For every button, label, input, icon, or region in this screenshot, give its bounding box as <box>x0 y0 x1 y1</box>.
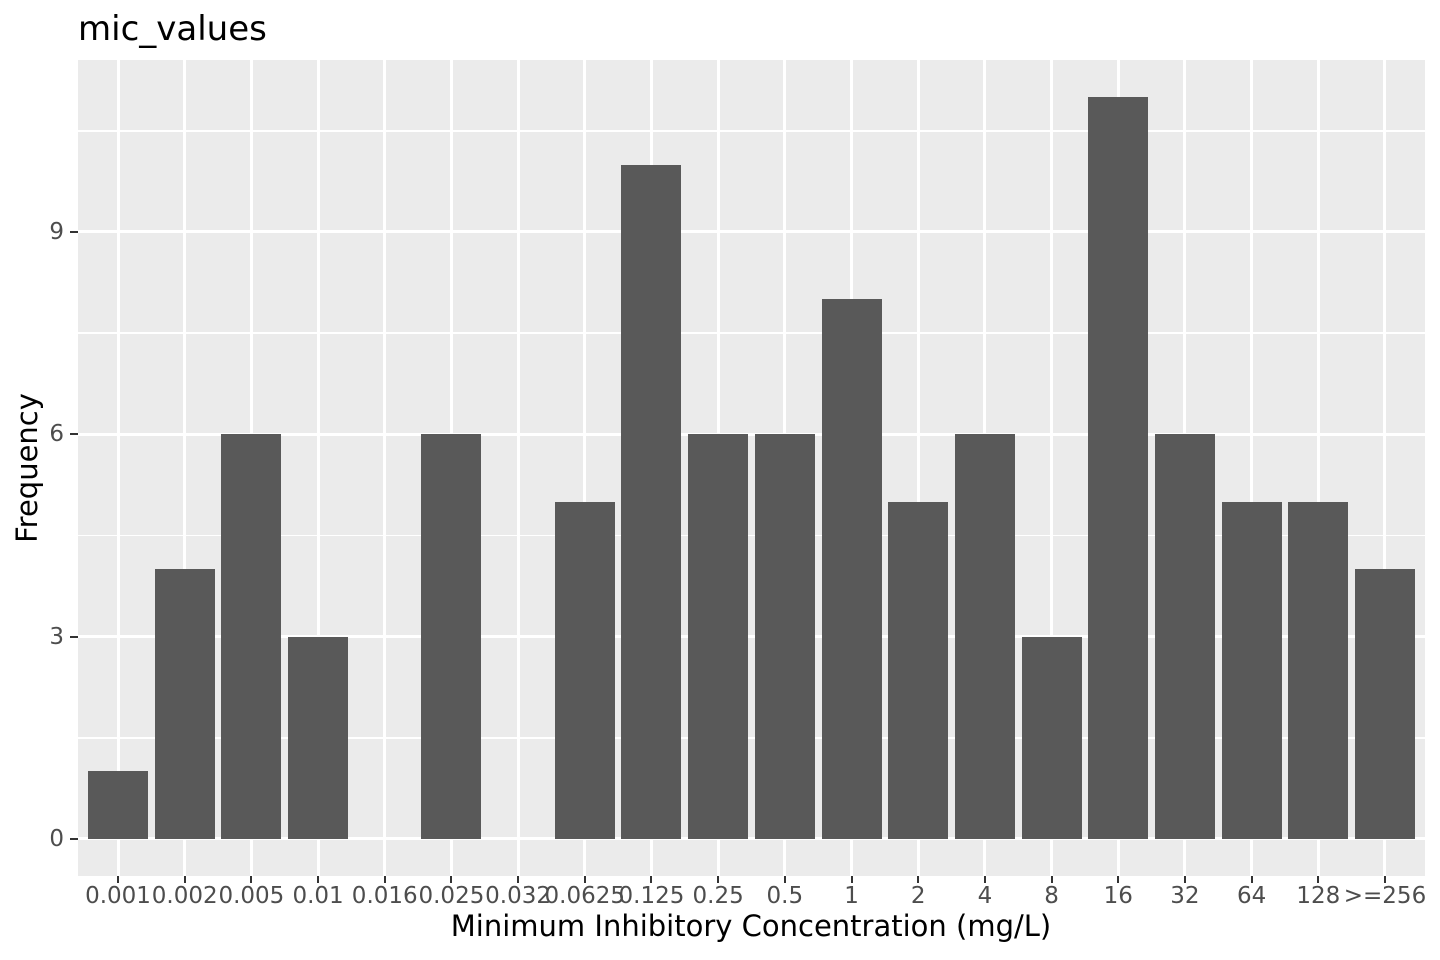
x-tick-label: 0.001 <box>85 883 151 909</box>
y-tick-label: 6 <box>49 421 64 448</box>
x-tick-mark <box>383 876 386 883</box>
x-tick-label: 64 <box>1236 883 1267 909</box>
x-tick-label: 0.002 <box>151 883 218 909</box>
x-tick-mark <box>517 876 520 883</box>
y-tick-label: 0 <box>49 825 64 852</box>
bar-64 <box>1221 501 1282 839</box>
y-tick-mark <box>70 635 78 638</box>
x-tick-label: 0.01 <box>292 883 344 909</box>
major-gridline-horizontal <box>78 230 1425 234</box>
major-gridline-vertical <box>1050 60 1054 876</box>
bar-0.5 <box>754 434 815 839</box>
major-gridline-horizontal <box>78 837 1425 841</box>
x-tick-mark <box>1183 876 1186 883</box>
major-gridline-vertical <box>383 60 387 876</box>
x-tick-mark <box>1250 876 1253 883</box>
x-tick-label: 0.025 <box>418 883 485 909</box>
x-tick-label: 0.005 <box>218 883 285 909</box>
minor-gridline-horizontal <box>78 737 1425 739</box>
x-tick-label: 0.0625 <box>544 883 626 909</box>
x-tick-label: 8 <box>1044 883 1059 909</box>
bar-0.125 <box>621 164 682 839</box>
plot-title: mic_values <box>78 9 267 49</box>
x-tick-label: 1 <box>844 883 859 909</box>
plot-panel <box>78 60 1425 876</box>
major-gridline-vertical <box>916 60 920 876</box>
major-gridline-vertical <box>316 60 320 876</box>
x-tick-mark <box>717 876 720 883</box>
major-gridline-horizontal <box>78 432 1425 436</box>
bar-0.01 <box>288 636 349 839</box>
y-tick-mark <box>70 433 78 436</box>
major-gridline-vertical <box>1383 60 1387 876</box>
bar-0.25 <box>688 434 749 839</box>
bar-0.0625 <box>554 501 615 839</box>
bar-2 <box>888 501 949 839</box>
x-tick-label: 0.25 <box>692 883 744 909</box>
x-tick-label: >=256 <box>1343 883 1427 909</box>
major-gridline-vertical <box>1316 60 1320 876</box>
x-tick-mark <box>1050 876 1053 883</box>
x-tick-mark <box>1317 876 1320 883</box>
x-tick-mark <box>983 876 986 883</box>
y-axis-title: Frequency <box>10 393 44 543</box>
major-gridline-vertical <box>1250 60 1254 876</box>
x-tick-mark <box>250 876 253 883</box>
minor-gridline-horizontal <box>78 534 1425 537</box>
x-tick-label: 0.125 <box>618 883 685 909</box>
x-tick-mark <box>583 876 586 883</box>
y-tick-mark <box>70 837 78 840</box>
x-tick-mark <box>783 876 786 883</box>
x-tick-label: 2 <box>910 883 926 909</box>
x-tick-mark <box>1117 876 1120 883</box>
x-tick-label: 0.016 <box>351 883 418 909</box>
major-gridline-vertical <box>183 60 187 876</box>
x-tick-label: 32 <box>1170 883 1200 909</box>
bar-4 <box>954 434 1015 839</box>
bar-0.001 <box>88 771 148 839</box>
x-tick-mark <box>317 876 320 883</box>
major-gridline-vertical <box>116 60 120 876</box>
minor-gridline-horizontal <box>78 130 1425 132</box>
bar-0.005 <box>221 434 282 839</box>
bar-128 <box>1288 501 1349 839</box>
bar-8 <box>1021 636 1082 839</box>
x-tick-mark <box>450 876 453 883</box>
x-tick-mark <box>183 876 186 883</box>
major-gridline-vertical <box>583 60 587 876</box>
x-tick-label: 0.5 <box>766 883 804 909</box>
x-tick-mark <box>117 876 119 883</box>
x-tick-label: 0.032 <box>485 883 552 909</box>
major-gridline-vertical <box>516 60 520 876</box>
bar-0.002 <box>154 569 215 839</box>
x-tick-label: 4 <box>977 883 993 909</box>
minor-gridline-horizontal <box>78 332 1425 334</box>
y-tick-mark <box>70 230 78 233</box>
x-axis-title: Minimum Inhibitory Concentration (mg/L) <box>450 909 1052 943</box>
bar-0.025 <box>421 434 482 839</box>
x-tick-mark <box>1383 876 1386 883</box>
y-tick-label: 9 <box>49 218 64 245</box>
bar->=256 <box>1354 569 1415 839</box>
bar-16 <box>1088 97 1149 839</box>
x-tick-mark <box>917 876 920 883</box>
x-tick-mark <box>850 876 853 883</box>
bar-32 <box>1154 434 1215 839</box>
bar-1 <box>821 299 882 839</box>
x-tick-mark <box>650 876 653 883</box>
y-tick-label: 3 <box>49 623 64 650</box>
major-gridline-horizontal <box>78 635 1425 639</box>
x-tick-label: 128 <box>1296 883 1341 909</box>
x-tick-label: 16 <box>1103 883 1133 909</box>
